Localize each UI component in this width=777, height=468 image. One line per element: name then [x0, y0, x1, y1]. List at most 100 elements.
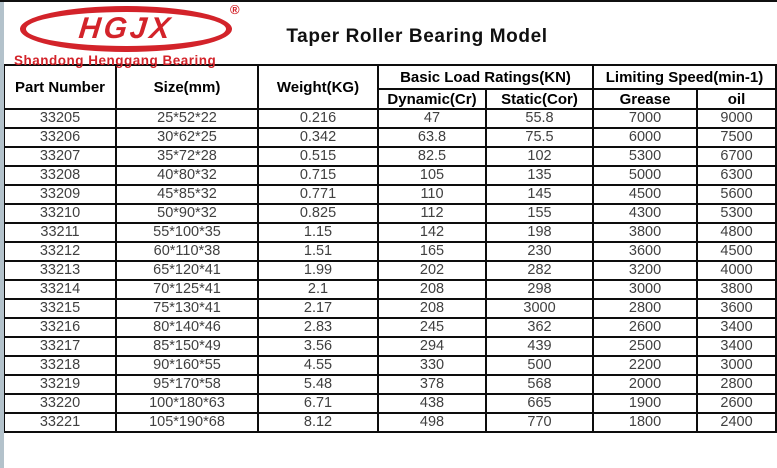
table-row: 33219 95*170*58 5.48 378 568 2000 2800: [3, 374, 777, 395]
table-row: 33214 70*125*41 2.1 208 298 3000 3800: [3, 279, 777, 300]
table-cell: 5300: [696, 203, 777, 224]
table-cell: 3.56: [257, 336, 379, 357]
table-cell: 33218: [3, 355, 117, 376]
table-cell: 0.216: [257, 108, 379, 129]
table-cell: 4.55: [257, 355, 379, 376]
table-cell: 33206: [3, 127, 117, 148]
table-cell: 230: [484, 241, 595, 262]
table-row: 33218 90*160*55 4.55 330 500 2200 3000: [3, 355, 777, 376]
table-cell: 55.8: [484, 108, 595, 129]
table-cell: 4500: [696, 241, 777, 262]
table-body: 33205 25*52*22 0.216 47 55.8 7000 9000 33206 30*…: [3, 108, 777, 433]
table-cell: 33207: [3, 146, 117, 167]
table-cell: 25*52*22: [115, 108, 259, 129]
table-cell: 378: [377, 374, 487, 395]
table-row: 33210 50*90*32 0.825 112 155 4300 5300: [3, 203, 777, 224]
table-cell: 4800: [696, 222, 777, 243]
table-cell: 568: [484, 374, 595, 395]
table-cell: 3400: [696, 317, 777, 338]
company-logo: HGJX ® Shandong Henggang Bearing: [14, 2, 264, 68]
table-cell: 3400: [696, 336, 777, 357]
table-cell: 7000: [592, 108, 699, 129]
table-cell: 1900: [592, 393, 699, 414]
table-cell: 6000: [592, 127, 699, 148]
table-cell: 5300: [592, 146, 699, 167]
table-cell: 2600: [696, 393, 777, 414]
table-cell: 110: [377, 184, 487, 205]
table-cell: 4300: [592, 203, 699, 224]
table-cell: 2800: [696, 374, 777, 395]
table-cell: 63.8: [377, 127, 487, 148]
table-cell: 8.12: [257, 412, 379, 433]
col-header-part-number: Part Number: [3, 64, 117, 110]
table-cell: 198: [484, 222, 595, 243]
table-cell: 33211: [3, 222, 117, 243]
table-row: 33216 80*140*46 2.83 245 362 2600 3400: [3, 317, 777, 338]
col-header-basic-load-ratings: Basic Load Ratings(KN): [376, 64, 595, 90]
table-cell: 9000: [696, 108, 777, 129]
table-cell: 33209: [3, 184, 117, 205]
table-cell: 298: [484, 279, 595, 300]
table-cell: 1.99: [257, 260, 379, 281]
table-cell: 3600: [592, 241, 699, 262]
registered-trademark-icon: ®: [230, 2, 240, 17]
table-cell: 33212: [3, 241, 117, 262]
table-cell: 5600: [696, 184, 777, 205]
table-cell: 165: [377, 241, 487, 262]
col-header-oil: oil: [696, 88, 777, 110]
table-cell: 2000: [592, 374, 699, 395]
table-cell: 0.715: [257, 165, 379, 186]
table-cell: 0.515: [257, 146, 379, 167]
bearing-spec-table: Part Number Size(mm) Weight(KG) Basic Lo…: [3, 64, 777, 433]
table-cell: 33215: [3, 298, 117, 319]
table-cell: 55*100*35: [115, 222, 259, 243]
company-tagline: Shandong Henggang Bearing: [14, 53, 217, 68]
table-cell: 33214: [3, 279, 117, 300]
table-cell: 0.825: [257, 203, 379, 224]
col-header-grease: Grease: [592, 88, 699, 110]
table-cell: 33205: [3, 108, 117, 129]
page-title: Taper Roller Bearing Model: [286, 26, 548, 47]
table-cell: 208: [377, 279, 487, 300]
table-cell: 142: [377, 222, 487, 243]
table-cell: 2500: [592, 336, 699, 357]
table-cell: 82.5: [377, 146, 487, 167]
header-band: HGJX ® Shandong Henggang Bearing Taper R…: [0, 2, 777, 68]
table-cell: 362: [484, 317, 595, 338]
col-header-static: Static(Cor): [484, 88, 595, 110]
table-cell: 2400: [696, 412, 777, 433]
table-cell: 33219: [3, 374, 117, 395]
table-cell: 45*85*32: [115, 184, 259, 205]
table-cell: 294: [377, 336, 487, 357]
table-cell: 145: [484, 184, 595, 205]
table-cell: 3600: [696, 298, 777, 319]
table-cell: 500: [484, 355, 595, 376]
table-cell: 6.71: [257, 393, 379, 414]
table-cell: 65*120*41: [115, 260, 259, 281]
table-cell: 2600: [592, 317, 699, 338]
table-cell: 35*72*28: [115, 146, 259, 167]
table-cell: 33208: [3, 165, 117, 186]
table-cell: 439: [484, 336, 595, 357]
table-cell: 3000: [484, 298, 595, 319]
table-cell: 95*170*58: [115, 374, 259, 395]
table-cell: 4000: [696, 260, 777, 281]
table-cell: 4500: [592, 184, 699, 205]
table-cell: 105*190*68: [115, 412, 259, 433]
table-cell: 112: [377, 203, 487, 224]
table-cell: 438: [377, 393, 487, 414]
table-cell: 30*62*25: [115, 127, 259, 148]
table-row: 33206 30*62*25 0.342 63.8 75.5 6000 7500: [3, 127, 777, 148]
table-row: 33208 40*80*32 0.715 105 135 5000 6300: [3, 165, 777, 186]
col-header-size: Size(mm): [115, 64, 259, 110]
table-cell: 40*80*32: [115, 165, 259, 186]
table-cell: 202: [377, 260, 487, 281]
table-cell: 6700: [696, 146, 777, 167]
table-cell: 102: [484, 146, 595, 167]
logo-text: HGJX: [77, 12, 175, 45]
table-cell: 75*130*41: [115, 298, 259, 319]
table-cell: 90*160*55: [115, 355, 259, 376]
table-row: 33211 55*100*35 1.15 142 198 3800 4800: [3, 222, 777, 243]
table-cell: 105: [377, 165, 487, 186]
table-row: 33205 25*52*22 0.216 47 55.8 7000 9000: [3, 108, 777, 129]
